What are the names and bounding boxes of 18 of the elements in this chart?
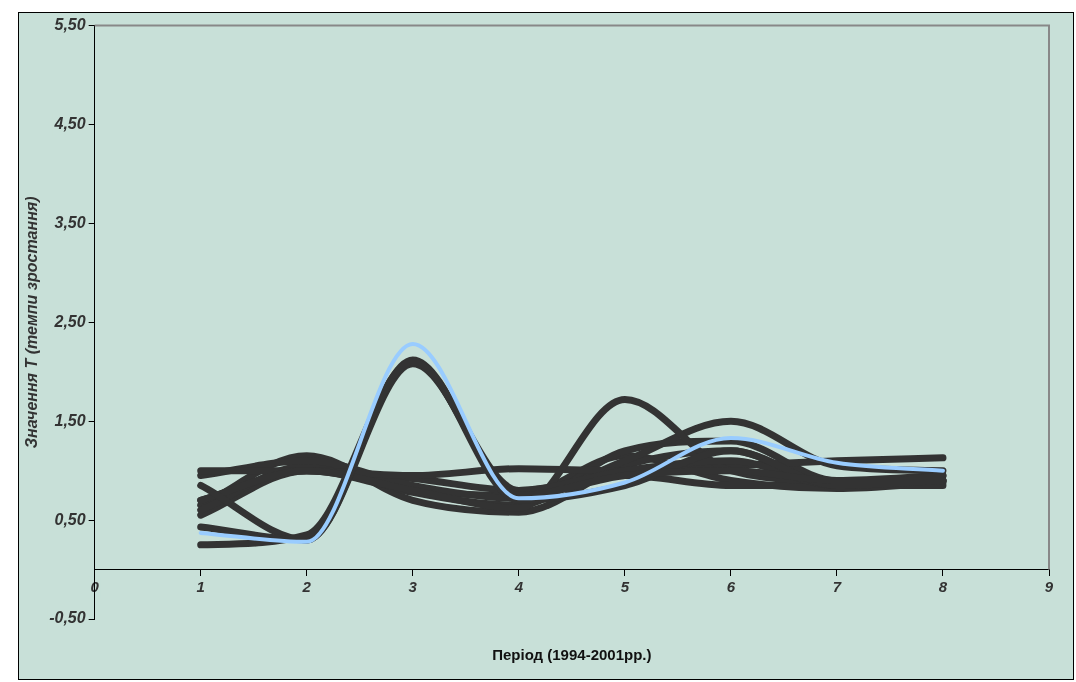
x-tick-label: 5 [620,577,630,595]
x-tick-label: 7 [832,577,842,595]
y-tick-label: 1,50 [54,411,86,429]
y-tick-label: 0,50 [54,510,86,528]
x-tick-label: 8 [938,577,948,595]
x-tick-label: 1 [196,577,205,595]
x-tick-label: 6 [726,577,736,595]
y-tick-label: 4,50 [53,114,86,132]
x-tick-label: 3 [408,577,418,595]
y-tick-label: 5,50 [54,16,86,34]
y-tick-label: -0,50 [49,609,86,627]
y-axis-title: Значення T (темпи зростання) [23,196,41,449]
x-tick-label: 9 [1044,577,1054,595]
x-tick-label: 4 [513,577,524,595]
y-tick-label: 3,50 [54,213,86,231]
y-tick-label: 2,50 [53,312,86,330]
x-axis-title: Період (1994-2001рр.) [492,646,652,664]
x-tick-label: 2 [301,577,312,595]
